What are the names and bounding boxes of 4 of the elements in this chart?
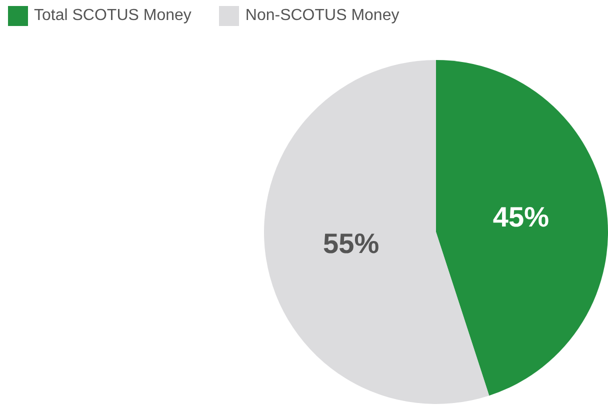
data-label: 55%	[323, 228, 380, 260]
data-label: 45%	[492, 201, 550, 232]
legend-label: Total SCOTUS Money	[34, 7, 192, 25]
legend-label: Non-SCOTUS Money	[245, 7, 400, 25]
